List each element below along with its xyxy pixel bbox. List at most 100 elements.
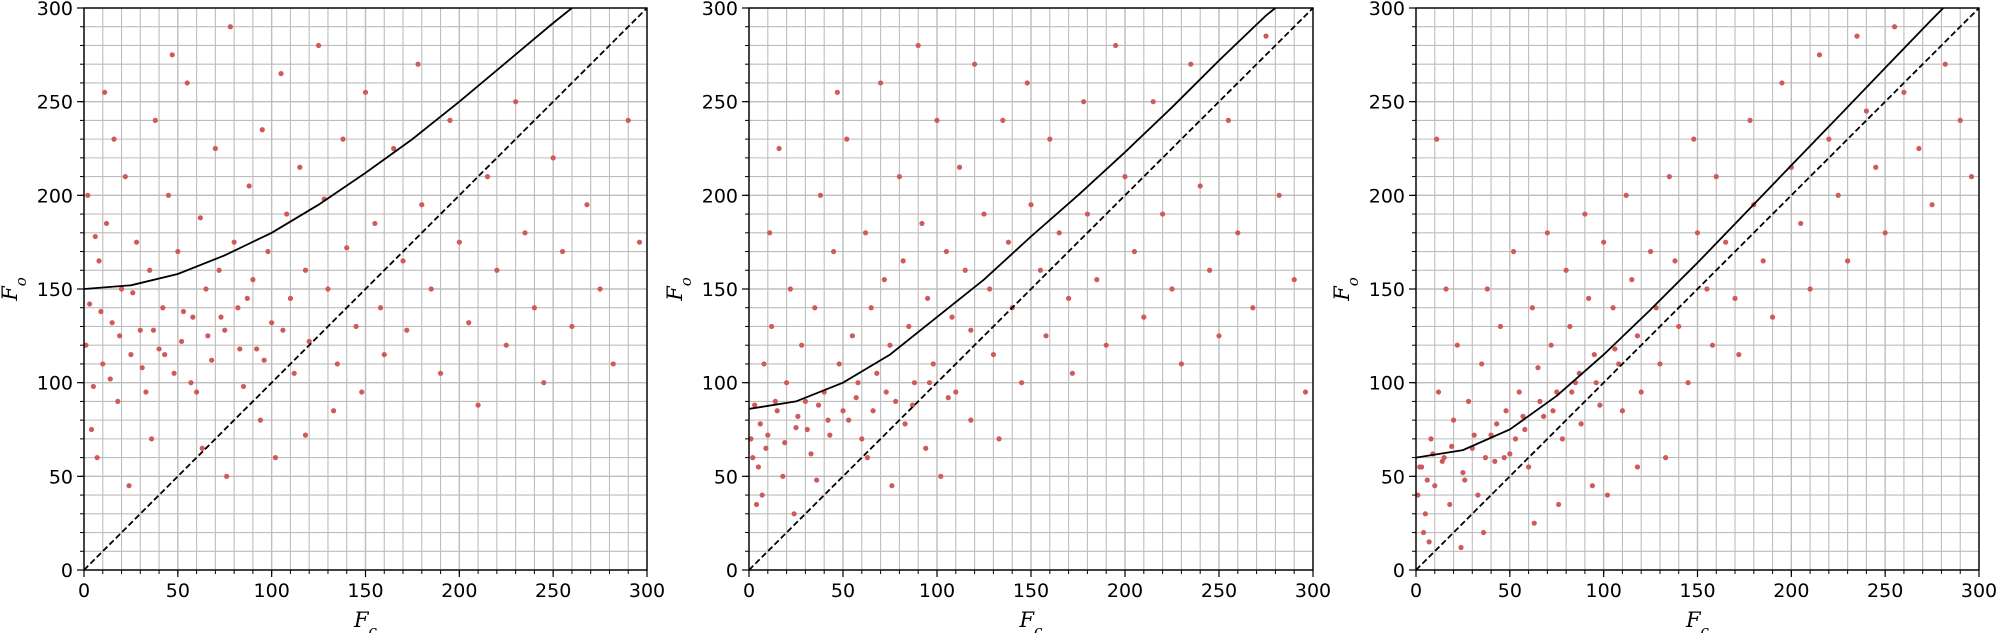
scatter-point (235, 305, 241, 311)
scatter-point (802, 398, 809, 404)
x-axis-label: Fc (1685, 608, 1710, 633)
scatter-point (302, 267, 309, 273)
scatter-point (224, 473, 230, 479)
scatter-point (160, 305, 166, 311)
scatter-point (1968, 174, 1975, 180)
scatter-point (887, 342, 893, 348)
scatter-point (990, 351, 997, 358)
scatter-point (761, 361, 767, 367)
scatter-point (1593, 380, 1599, 386)
scatter-point (1160, 211, 1166, 217)
scatter-point (840, 408, 846, 414)
scatter-point (269, 320, 275, 326)
scatter-point (87, 301, 93, 307)
y-tick-label: 250 (37, 92, 73, 114)
scatter-point (938, 473, 944, 479)
scatter-point (1503, 408, 1509, 414)
scatter-point (162, 351, 168, 358)
scatter-point (1005, 239, 1012, 245)
chart-panel-2: 0 50 100 150 200 250 300 0 50 100 150 200 250 300 Fc Fo (663, 0, 1331, 633)
scatter-point (1723, 239, 1729, 245)
scatter-point (1432, 483, 1438, 489)
scatter-point (1760, 258, 1766, 264)
scatter-point (1929, 202, 1935, 208)
scatter-point (1537, 398, 1543, 404)
scatter-point (1634, 333, 1641, 339)
scatter-point (133, 239, 140, 245)
x-tick-label: 300 (1295, 580, 1331, 602)
scatter-point (787, 286, 793, 292)
scatter-point (752, 402, 758, 408)
y-tick-label: 0 (1393, 560, 1405, 582)
scatter-point (776, 145, 782, 152)
scatter-point (377, 305, 384, 311)
scatter-point (774, 408, 780, 414)
scatter-point (1207, 267, 1213, 273)
scatter-point (862, 230, 869, 236)
scatter-point (272, 455, 279, 461)
scatter-point (1131, 248, 1137, 255)
scatter-point (1619, 408, 1626, 414)
scatter-point (780, 473, 786, 479)
scatter-point (849, 333, 856, 339)
scatter-point (896, 174, 903, 180)
x-tick-label: 200 (441, 580, 477, 602)
scatter-point (1845, 258, 1851, 264)
scatter-point (923, 445, 929, 451)
scatter-point (92, 233, 98, 240)
scatter-point (1428, 436, 1434, 442)
scatter-point (1863, 108, 1869, 114)
scatter-point (1942, 61, 1948, 67)
scatter-point (987, 286, 993, 292)
scatter-point (1559, 436, 1565, 442)
scatter-point (1439, 458, 1445, 464)
scatter-point (1589, 483, 1596, 489)
scatter-point (597, 286, 603, 292)
y-tick-label: 100 (37, 373, 73, 395)
scatter-point (1449, 443, 1455, 449)
identity-line (84, 8, 647, 570)
scatter-point (231, 239, 237, 245)
scatter-point (870, 408, 876, 414)
scatter-point (550, 155, 556, 161)
scatter-point (883, 389, 889, 395)
scatter-point (291, 370, 297, 376)
scatter-point (782, 440, 788, 446)
scatter-point (94, 455, 100, 461)
scatter-point (415, 61, 421, 67)
scatter-point (297, 164, 303, 170)
scatter-point (237, 346, 243, 352)
scatter-point (203, 286, 209, 292)
scatter-point (1291, 277, 1297, 283)
scatter-point (1178, 361, 1184, 367)
scatter-point (222, 327, 228, 333)
chart-panel-1: 0 50 100 150 200 250 300 0 50 100 150 200 250 300 Fc Fo (0, 0, 665, 633)
scatter-point (804, 426, 810, 433)
scatter-point (169, 52, 175, 58)
scatter-point (1604, 492, 1611, 498)
scatter-point (254, 346, 260, 352)
scatter-point (102, 89, 108, 95)
scatter-point (103, 220, 110, 227)
scatter-point (111, 136, 117, 142)
scatter-point (541, 380, 547, 386)
scatter-point (1028, 202, 1034, 208)
scatter-point (610, 361, 616, 367)
scatter-point (190, 314, 196, 320)
scatter-point (1225, 117, 1231, 123)
scatter-point (1113, 42, 1119, 49)
scatter-point (1531, 520, 1537, 526)
scatter-point (1188, 61, 1194, 67)
scatter-point (881, 277, 887, 283)
scatter-point (915, 42, 921, 49)
scatter-point (381, 351, 387, 358)
scatter-point (1672, 258, 1678, 264)
scatter-point (513, 99, 519, 105)
scatter-point (287, 295, 294, 301)
x-axis-label: Fc (1019, 608, 1044, 633)
scatter-point (1704, 286, 1710, 292)
scatter-point (759, 492, 765, 498)
scatter-point (584, 202, 590, 208)
scatter-point (1647, 248, 1654, 255)
grid-lines (83, 7, 648, 571)
